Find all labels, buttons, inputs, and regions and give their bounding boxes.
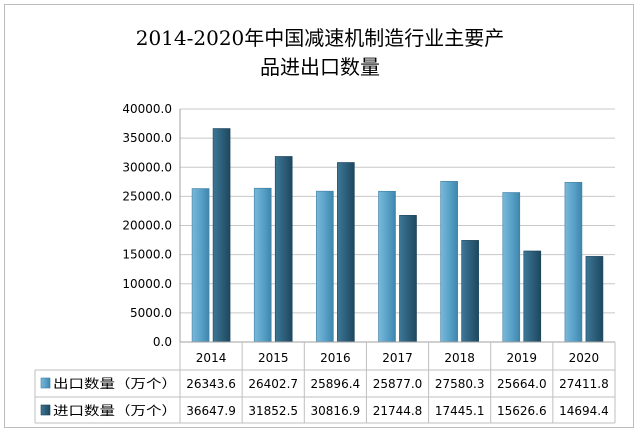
chart-frame: 2014-2020年中国减速机制造行业主要产 品进出口数量 0.0 5000.0 1… xyxy=(4,4,634,428)
legend-swatch xyxy=(40,404,51,416)
y-tick-label: 40000.0 xyxy=(122,102,172,116)
import-bar xyxy=(212,128,231,343)
y-tick-label: 35000.0 xyxy=(122,131,172,145)
export-bar xyxy=(378,190,396,343)
data-cell: 30816.9 xyxy=(311,404,361,418)
series-name: 出口数量（万个） xyxy=(53,376,177,391)
export-bar xyxy=(564,182,583,343)
export-bar xyxy=(502,192,521,343)
chart-title-line-2: 品进出口数量 xyxy=(260,55,380,79)
data-cell: 27580.3 xyxy=(435,377,485,391)
x-tick-label: 2020 xyxy=(569,351,600,365)
data-cell: 17445.1 xyxy=(435,404,485,418)
import-bar xyxy=(461,240,479,343)
x-tick-label: 2019 xyxy=(507,351,538,365)
data-cell: 25896.4 xyxy=(311,377,361,391)
y-axis: 0.0 5000.0 10000.0 15000.0 20000.0 25000.0 300… xyxy=(122,102,181,349)
data-cell: 15626.6 xyxy=(497,404,547,418)
chart-title-line-1: 2014-2020年中国减速机制造行业主要产 xyxy=(136,26,505,50)
x-tick-label: 2016 xyxy=(320,351,351,365)
export-bar xyxy=(316,190,334,343)
import-bar xyxy=(585,256,604,343)
series-name: 进口数量（万个） xyxy=(53,403,177,418)
data-cell: 21744.8 xyxy=(373,404,423,418)
import-bar xyxy=(274,156,293,343)
data-cell: 31852.5 xyxy=(248,404,298,418)
y-tick-label: 15000.0 xyxy=(122,248,172,262)
x-tick-label: 2017 xyxy=(382,351,413,365)
import-bar xyxy=(399,215,417,343)
bars xyxy=(191,128,604,343)
data-table: 2014 2015 2016 2017 2018 2019 2020 出口数量（万个） 2634… xyxy=(34,341,616,424)
y-tick-label: 20000.0 xyxy=(122,219,172,233)
y-tick-label: 10000.0 xyxy=(122,277,172,291)
y-tick-label: 30000.0 xyxy=(122,160,172,174)
data-cell: 36647.9 xyxy=(186,404,236,418)
export-bar xyxy=(440,181,458,343)
x-tick-label: 2015 xyxy=(258,351,289,365)
gridlines xyxy=(180,108,615,343)
export-bar xyxy=(253,187,272,343)
y-tick-label: 25000.0 xyxy=(122,189,172,203)
data-cell: 14694.4 xyxy=(559,404,609,418)
y-tick-label: 0.0 xyxy=(153,335,172,349)
data-cell: 25664.0 xyxy=(497,377,547,391)
export-bar xyxy=(191,188,210,343)
x-tick-label: 2014 xyxy=(196,351,227,365)
import-bar xyxy=(337,162,355,343)
data-cell: 27411.8 xyxy=(559,377,609,391)
data-cell: 25877.0 xyxy=(373,377,423,391)
import-bar xyxy=(523,250,542,343)
chart-svg: 2014-2020年中国减速机制造行业主要产 品进出口数量 0.0 5000.0 1… xyxy=(34,26,616,424)
x-tick-label: 2018 xyxy=(444,351,475,365)
y-tick-label: 5000.0 xyxy=(130,306,172,320)
data-cell: 26402.7 xyxy=(248,377,298,391)
legend-swatch xyxy=(40,377,51,389)
data-cell: 26343.6 xyxy=(186,377,236,391)
